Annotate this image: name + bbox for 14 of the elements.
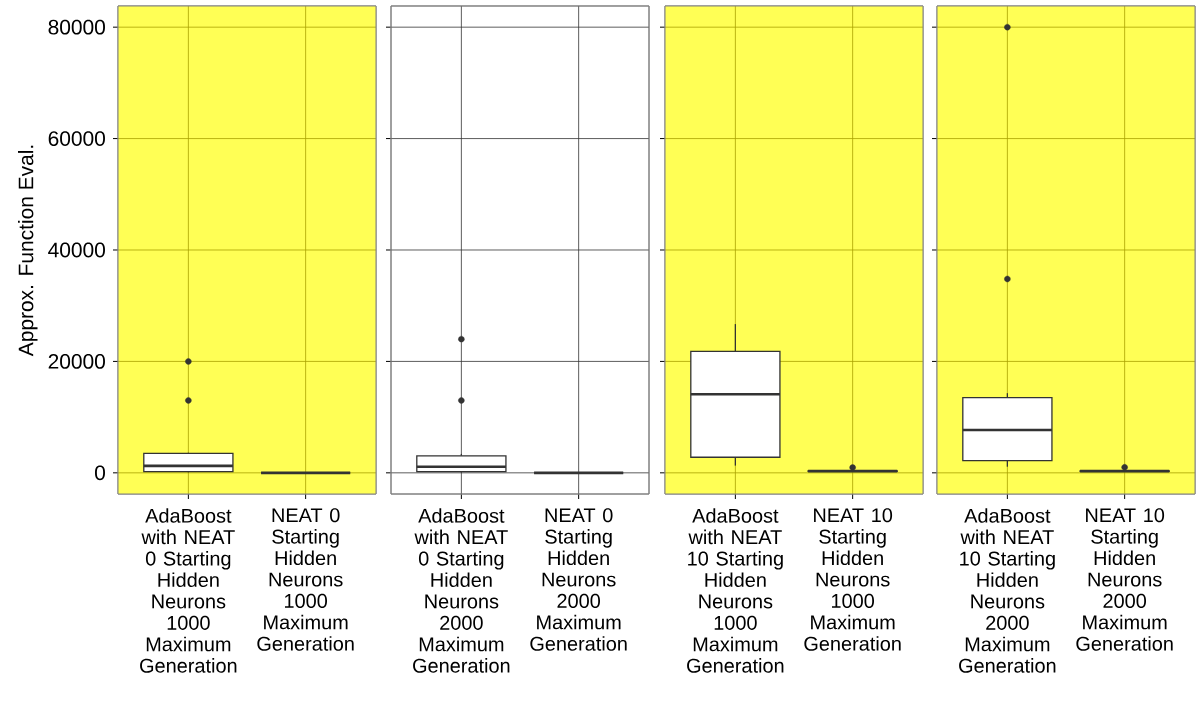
x-tick-label: NEAT 0 Starting Hidden Neurons 2000 Maximum Generation: [530, 508, 627, 651]
y-tick-label: 80000: [48, 19, 105, 35]
x-tick-label: NEAT 10 Starting Hidden Neurons 1000 Maximum Generation: [804, 508, 901, 651]
x-tick-label: NEAT 10 Starting Hidden Neurons 2000 Maximum Generation: [1076, 508, 1173, 651]
x-tick-label: AdaBoost with NEAT 10 Starting Hidden Neurons 2000 Maximum Generation: [959, 508, 1056, 673]
y-tick-label: 60000: [48, 131, 105, 146]
y-tick-label: 20000: [48, 354, 105, 369]
y-tick-label: 0: [95, 465, 105, 481]
y-axis-title: Approx. Function Eval.: [18, 145, 38, 357]
x-tick-label: NEAT 0 Starting Hidden Neurons 1000 Maximum Generation: [257, 508, 354, 651]
x-tick-label: AdaBoost with NEAT 0 Starting Hidden Neurons 2000 Maximum Generation: [413, 508, 510, 673]
x-tick-label: AdaBoost with NEAT 10 Starting Hidden Neurons 1000 Maximum Generation: [687, 508, 784, 673]
x-tick-label: AdaBoost with NEAT 0 Starting Hidden Neurons 1000 Maximum Generation: [140, 508, 237, 673]
y-tick-label: 40000: [48, 242, 105, 258]
